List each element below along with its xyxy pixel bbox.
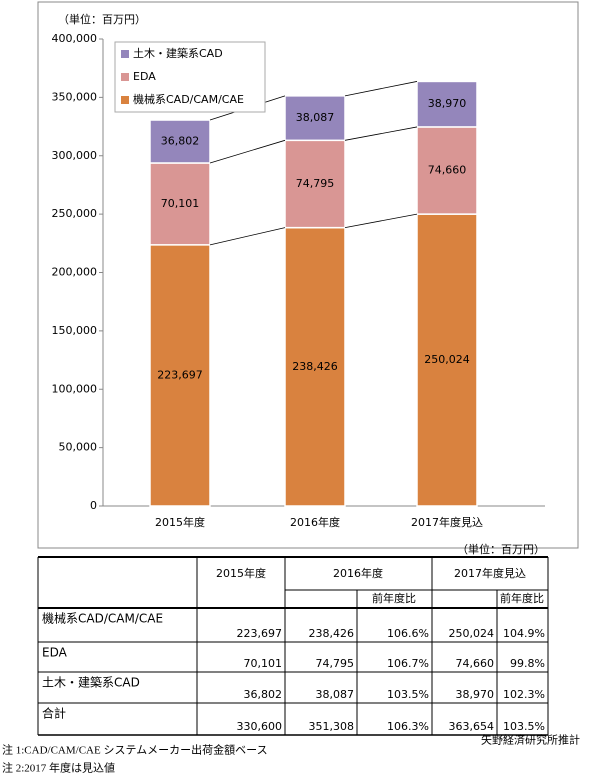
note: 注 2:2017 年度は見込値 — [2, 761, 115, 775]
connector-line — [344, 126, 418, 141]
x-tick-label: 2017年度見込 — [411, 515, 483, 529]
data-label: 250,024 — [424, 353, 470, 366]
note: 注 1:CAD/CAM/CAE システムメーカー出荷金額ベース — [2, 743, 268, 757]
y-tick-label: 300,000 — [52, 149, 98, 162]
y-tick-label: 150,000 — [52, 324, 98, 337]
bar-segment — [416, 126, 478, 215]
y-tick-label: 0 — [90, 499, 97, 512]
table-header: 2015年度 — [216, 566, 266, 580]
table-cell: 103.5% — [503, 720, 545, 733]
table-cell: 106.7% — [387, 657, 429, 670]
data-label: 238,426 — [292, 360, 338, 373]
bar-segment — [149, 119, 211, 164]
table-cell: 330,600 — [237, 720, 283, 733]
bar-segment — [284, 95, 346, 142]
table-cell: 363,654 — [449, 720, 495, 733]
y-tick-label: 200,000 — [52, 266, 98, 279]
table-cell: 238,426 — [309, 627, 355, 640]
table-cell: 36,802 — [244, 688, 283, 701]
y-tick-label: 50,000 — [59, 441, 98, 454]
connector-line — [209, 227, 286, 246]
table-subheader: 前年度比 — [500, 591, 544, 605]
chart-frame — [37, 1, 579, 549]
bar-segment — [284, 226, 346, 507]
bar-segment — [149, 162, 211, 246]
bar-segment — [416, 213, 478, 507]
bar-segment — [416, 80, 478, 128]
table-cell: 103.5% — [387, 688, 429, 701]
legend-label: 機械系CAD/CAM/CAE — [133, 92, 244, 106]
unit-label: （単位：百万円） — [58, 12, 146, 26]
y-tick-label: 400,000 — [52, 32, 98, 45]
y-tick-label: 100,000 — [52, 382, 98, 395]
connector-line — [344, 213, 418, 229]
legend-label: EDA — [133, 70, 156, 83]
data-label: 74,660 — [428, 164, 467, 177]
table-cell: 250,024 — [449, 627, 495, 640]
legend-swatch — [121, 96, 129, 104]
table-unit: （単位：百万円） — [457, 542, 545, 556]
source: 矢野経済研究所推計 — [481, 733, 580, 747]
table-cell: 351,308 — [309, 720, 355, 733]
data-label: 223,697 — [157, 368, 203, 381]
row-label: EDA — [42, 646, 68, 660]
table-cell: 74,795 — [316, 657, 355, 670]
table-header: 2016年度 — [333, 566, 383, 580]
connector-line — [209, 139, 286, 164]
row-label: 土木・建築系CAD — [42, 675, 140, 690]
legend-swatch — [121, 50, 129, 58]
table-cell: 223,697 — [237, 627, 283, 640]
legend-label: 土木・建築系CAD — [133, 46, 223, 60]
legend-box — [114, 41, 266, 113]
data-label: 38,087 — [296, 111, 335, 124]
table-cell: 38,087 — [316, 688, 355, 701]
y-tick-label: 350,000 — [52, 90, 98, 103]
y-tick-label: 250,000 — [52, 207, 98, 220]
table-cell: 70,101 — [244, 657, 283, 670]
table-subheader: 前年度比 — [372, 591, 416, 605]
data-label: 74,795 — [296, 177, 335, 190]
row-label: 機械系CAD/CAM/CAE — [42, 611, 163, 626]
table-cell: 38,970 — [456, 688, 495, 701]
connector-line — [344, 81, 418, 97]
table-cell: 74,660 — [456, 657, 495, 670]
bar-segment — [149, 244, 211, 507]
table-cell: 102.3% — [503, 688, 545, 701]
table-cell: 99.8% — [510, 657, 545, 670]
row-label: 合計 — [42, 706, 66, 721]
table-header: 2017年度見込 — [454, 566, 526, 580]
bar-segment — [284, 139, 346, 229]
x-tick-label: 2015年度 — [155, 515, 205, 529]
legend-swatch — [121, 73, 129, 81]
x-tick-label: 2016年度 — [290, 515, 340, 529]
data-label: 70,101 — [161, 197, 200, 210]
table-cell: 106.6% — [387, 627, 429, 640]
data-label: 36,802 — [161, 135, 200, 148]
table-cell: 104.9% — [503, 627, 545, 640]
table-cell: 106.3% — [387, 720, 429, 733]
data-label: 38,970 — [428, 97, 467, 110]
